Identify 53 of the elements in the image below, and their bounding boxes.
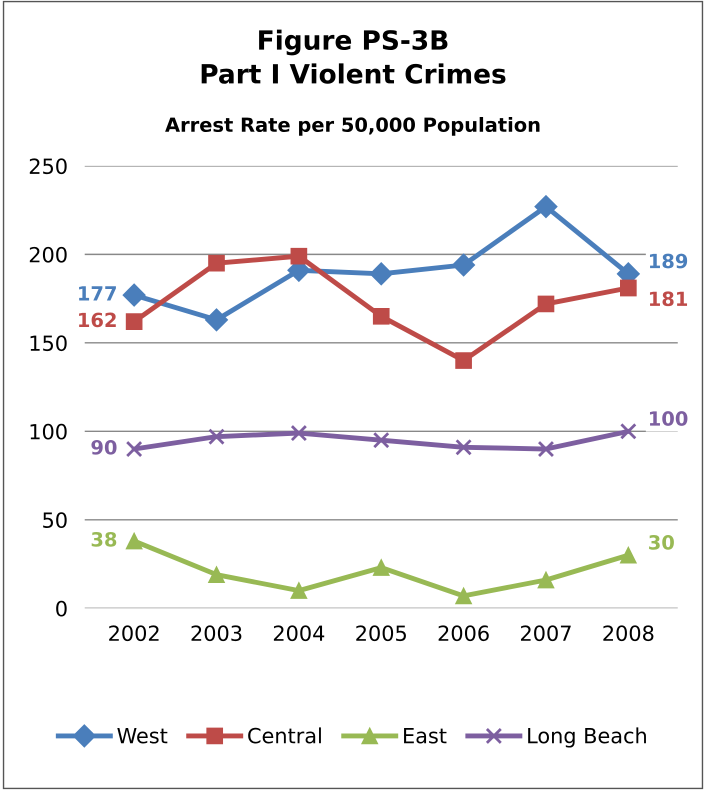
legend-label: West xyxy=(117,728,168,744)
point xyxy=(620,546,637,564)
data-label: 189 xyxy=(650,254,688,268)
data-label: 90 xyxy=(91,440,117,455)
point xyxy=(208,254,225,272)
point xyxy=(205,308,228,332)
chart-subtitle: Arrest Rate per 50,000 Population xyxy=(165,116,540,136)
point xyxy=(455,588,472,604)
x-tick-label: 2003 xyxy=(192,625,242,642)
chart-title: Figure PS-3B Part I Violent Crimes xyxy=(202,30,506,84)
point xyxy=(538,572,554,588)
point xyxy=(208,428,225,445)
legend-label: Long Beach xyxy=(528,727,646,748)
x-tick-label: 2002 xyxy=(109,625,159,642)
point xyxy=(126,313,142,330)
y-tick-label: 200 xyxy=(30,246,67,263)
point xyxy=(126,532,142,550)
point xyxy=(126,440,142,458)
data-label: 162 xyxy=(79,312,116,328)
y-tick-label: 150 xyxy=(30,335,67,352)
point xyxy=(290,424,308,442)
point xyxy=(290,582,308,599)
data-label: 177 xyxy=(79,286,116,300)
x-tick-label: 2007 xyxy=(520,625,571,642)
y-tick-label: 50 xyxy=(43,512,67,528)
x-tick-label: 2006 xyxy=(438,625,489,642)
data-label: 38 xyxy=(92,532,116,547)
point xyxy=(538,440,554,458)
point xyxy=(538,296,554,312)
point xyxy=(452,254,476,276)
x-tick-label: 2008 xyxy=(603,625,654,642)
point xyxy=(534,195,558,218)
data-label: 100 xyxy=(650,411,688,426)
point xyxy=(372,308,390,325)
point xyxy=(620,423,637,440)
point xyxy=(455,352,472,369)
point xyxy=(372,432,390,449)
point xyxy=(208,566,225,584)
y-tick-label: 250 xyxy=(30,158,67,174)
y-tick-label: 100 xyxy=(30,424,67,440)
point xyxy=(122,284,146,307)
data-label: 181 xyxy=(650,291,688,306)
data-label: 30 xyxy=(649,535,674,550)
point xyxy=(370,262,393,286)
legend-label: East xyxy=(404,728,446,744)
point xyxy=(372,559,390,576)
point xyxy=(290,248,308,264)
legend-label: Central xyxy=(248,727,321,744)
x-tick-label: 2005 xyxy=(356,625,406,642)
point xyxy=(455,438,472,456)
x-tick-label: 2004 xyxy=(274,625,324,642)
y-tick-label: 0 xyxy=(56,600,67,617)
point xyxy=(620,280,637,296)
